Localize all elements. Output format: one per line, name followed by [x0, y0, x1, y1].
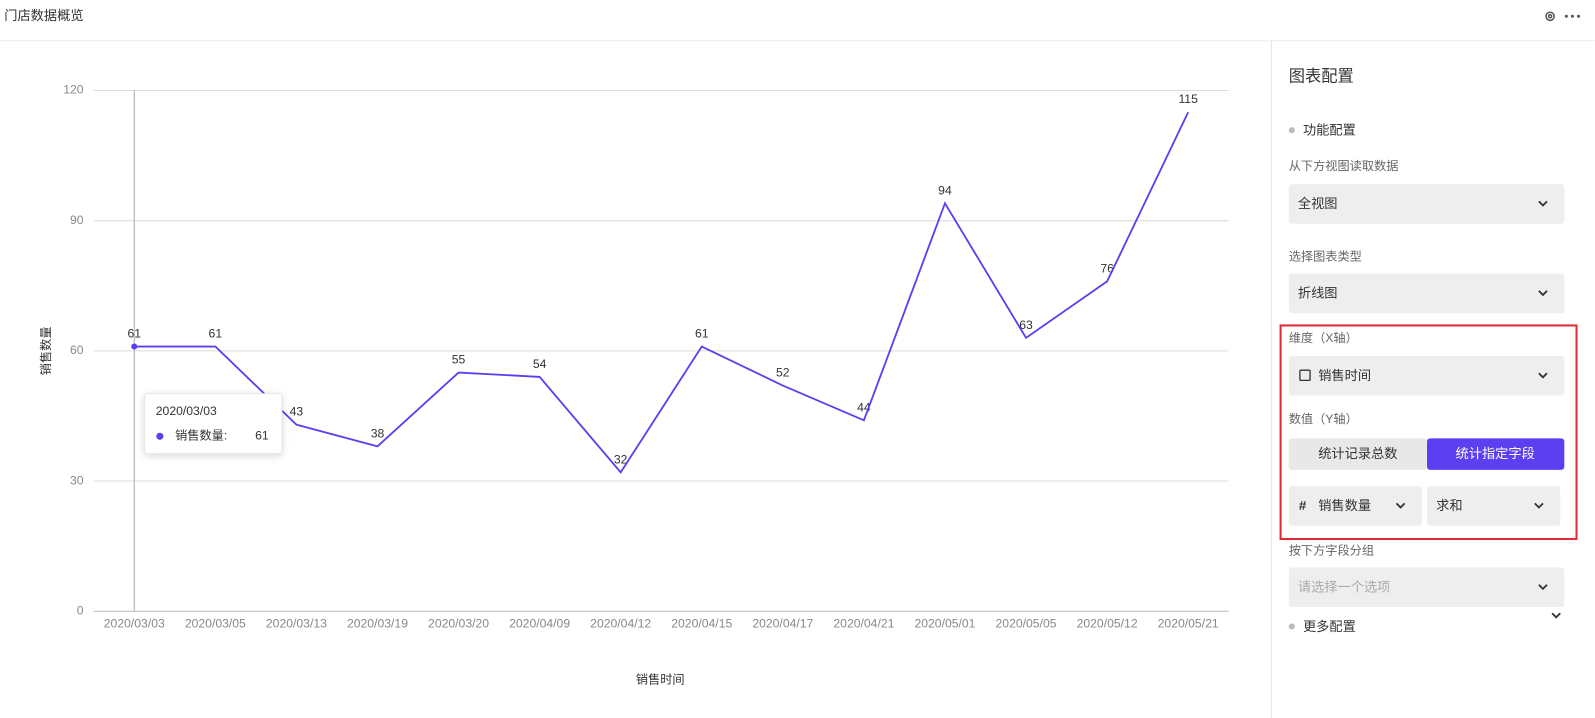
settings-icon[interactable]: [1545, 11, 1555, 22]
field-label: 选择图表类型: [1289, 250, 1362, 264]
dropdown-value: 求和: [1436, 498, 1462, 513]
dropdown[interactable]: [1288, 486, 1422, 526]
data-label: 38: [371, 426, 385, 440]
data-label: 43: [290, 405, 304, 419]
tooltip-label: 销售数量:: [175, 428, 227, 443]
dropdown[interactable]: [1288, 273, 1565, 314]
dropdown-value: 销售数量: [1318, 498, 1371, 513]
data-label: 55: [452, 353, 466, 367]
more-icon[interactable]: [1564, 14, 1581, 18]
dropdown[interactable]: [1288, 355, 1565, 396]
chevron: [1538, 584, 1548, 591]
y-tick-label: 60: [70, 343, 84, 357]
data-label: 94: [938, 183, 952, 197]
tooltip: 2020/03/03 销售数量: 61: [144, 393, 283, 455]
data-label: 32: [614, 452, 628, 466]
tooltip-title: 2020/03/03: [156, 404, 217, 418]
dropdown[interactable]: [1288, 184, 1565, 224]
section-title: 功能配置: [1303, 123, 1356, 138]
y-tick-label: 0: [77, 603, 84, 617]
x-tick-label: 2020/05/21: [1158, 617, 1219, 631]
x-tick-label: 2020/04/09: [509, 617, 570, 631]
toggle-button-active[interactable]: [1427, 438, 1565, 470]
field-label: 维度（X轴）: [1289, 330, 1358, 345]
toggle-button[interactable]: [1288, 438, 1428, 470]
y-tick-label: 120: [63, 83, 84, 97]
number-icon: #: [1299, 498, 1307, 513]
field-label: 按下方字段分组: [1289, 542, 1374, 557]
data-label: 63: [1019, 318, 1033, 332]
section-title[interactable]: 更多配置: [1303, 618, 1356, 634]
tooltip-value: 61: [255, 429, 269, 443]
data-label: 61: [209, 327, 223, 341]
chevron: [1538, 290, 1548, 297]
x-tick-label: 2020/05/01: [914, 617, 975, 631]
field-label: 数值（Y轴）: [1289, 411, 1358, 426]
x-tick-label: 2020/04/15: [671, 617, 732, 631]
line: [134, 111, 1189, 474]
data-label: 52: [776, 366, 790, 380]
x-tick-label: 2020/03/03: [104, 617, 165, 631]
data-label: 76: [1100, 261, 1114, 275]
x-tick-label: 2020/03/05: [185, 617, 246, 631]
dropdown[interactable]: [1427, 486, 1561, 526]
data-label: 54: [533, 357, 547, 371]
dropdown-placeholder: 请选择一个选项: [1298, 579, 1391, 594]
bullet: [1288, 127, 1295, 134]
highlight-box: [1279, 324, 1578, 541]
hover-point: [131, 343, 138, 350]
toggle-text: 统计指定字段: [1456, 446, 1535, 461]
tooltip-dot: [156, 432, 164, 440]
x-tick-label: 2020/03/20: [428, 617, 489, 631]
x-axis-label: 销售时间: [636, 672, 685, 687]
field-label: 从下方视图读取数据: [1289, 158, 1399, 173]
chevron: [1395, 502, 1406, 509]
x-tick-label: 2020/04/17: [752, 617, 813, 631]
y-tick-label: 90: [70, 213, 84, 227]
x-tick-label: 2020/03/19: [347, 617, 408, 631]
dropdown-value: 销售时间: [1318, 368, 1371, 383]
chart: 销售时间 销售数量 0 30 60 90 120 2020/03/03 2020/03/05…: [38, 83, 1229, 687]
chevron: [1538, 200, 1548, 207]
y-axis-label: 销售数量: [38, 326, 53, 375]
x-tick-label: 2020/04/21: [833, 617, 894, 631]
page-title: 门店数据概览: [4, 8, 83, 23]
dropdown-value: 折线图: [1298, 285, 1338, 300]
data-label: 61: [695, 327, 709, 341]
chevron: [1534, 502, 1544, 509]
chevron: [1538, 372, 1548, 379]
dropdown[interactable]: [1288, 567, 1565, 608]
panel-title: 图表配置: [1289, 68, 1354, 86]
toggle-text: 统计记录总数: [1318, 446, 1397, 461]
data-label: 61: [127, 327, 141, 341]
chevron[interactable]: [1551, 612, 1561, 619]
y-tick-label: 30: [70, 473, 84, 487]
x-tick-label: 2020/05/05: [996, 617, 1057, 631]
x-tick-label: 2020/03/13: [266, 617, 327, 631]
x-tick-label: 2020/04/12: [590, 617, 651, 631]
x-tick-label: 2020/05/12: [1077, 617, 1138, 631]
data-label: 115: [1178, 92, 1198, 106]
date-icon: [1299, 369, 1311, 382]
dropdown-value: 全视图: [1298, 195, 1338, 211]
config-panel: 图表配置 功能配置 从下方视图读取数据 全视图 选择图表类型 折线图 维度（X轴…: [1279, 68, 1578, 634]
tooltip-box: [144, 393, 283, 455]
bullet: [1288, 623, 1295, 630]
